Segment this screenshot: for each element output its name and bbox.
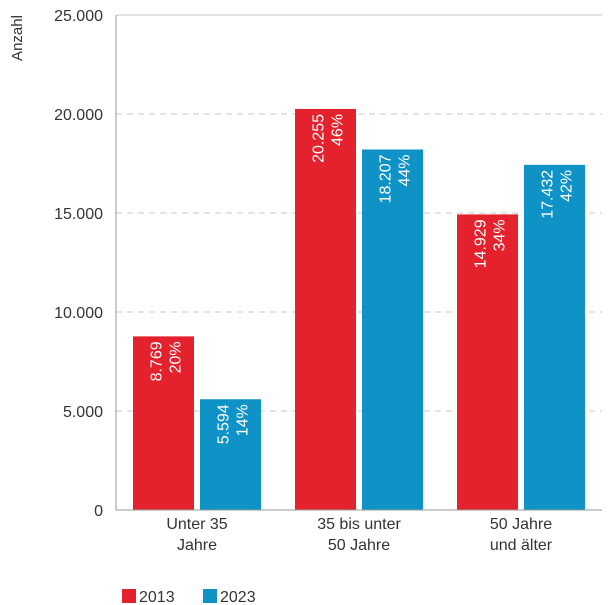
legend-swatch	[203, 589, 217, 603]
bar-2013	[295, 108, 356, 511]
x-tick-label: Unter 35	[166, 516, 227, 533]
y-tick-label: 5.000	[63, 404, 103, 421]
data-label-percent: 42%	[559, 170, 576, 202]
data-label-percent: 20%	[168, 341, 185, 373]
x-tick-label: 35 bis unter	[317, 516, 401, 533]
y-axis-label: Anzahl	[9, 15, 26, 61]
data-label-percent: 46%	[330, 114, 347, 146]
bar-2013	[133, 336, 194, 510]
y-tick-label: 10.000	[54, 305, 103, 322]
data-label-percent: 44%	[397, 155, 414, 187]
y-tick-label: 25.000	[54, 8, 103, 25]
data-label-value: 5.594	[216, 404, 233, 444]
legend-swatch	[122, 589, 136, 603]
bar-2013	[457, 214, 518, 510]
x-tick-label: 50 Jahre	[328, 537, 390, 554]
data-label-value: 20.255	[311, 114, 328, 163]
y-tick-label: 15.000	[54, 206, 103, 223]
data-label-value: 14.929	[473, 219, 490, 268]
legend: 2013 2023	[122, 589, 256, 605]
bar-2023	[362, 149, 423, 510]
data-label-percent: 14%	[235, 404, 252, 436]
x-tick-label: 50 Jahre	[490, 516, 552, 533]
data-label-value: 17.432	[540, 170, 557, 219]
bar-2023	[200, 399, 261, 510]
data-label-value: 18.207	[378, 154, 395, 203]
legend-label: 2023	[220, 589, 256, 605]
x-tick-label: und älter	[490, 537, 553, 554]
category-labels: Unter 35 Jahre 35 bis unter 50 Jahre 50 Jahr…	[166, 516, 552, 554]
y-tick-label: 20.000	[54, 107, 103, 124]
legend-label: 2013	[139, 589, 175, 605]
data-label-value: 8.769	[149, 341, 166, 381]
data-label-percent: 34%	[492, 219, 509, 251]
grid	[116, 14, 602, 412]
bars	[133, 108, 585, 511]
y-tick-label: 0	[94, 503, 103, 520]
bar-2023	[524, 164, 585, 510]
data-labels: 8.769 20% 5.594 14% 20.255 46% 18.207 44% 14.929…	[149, 114, 576, 444]
y-axis-ticks: 0 5.000 10.000 15.000 20.000 25.000	[54, 8, 103, 520]
x-tick-label: Jahre	[177, 537, 217, 554]
